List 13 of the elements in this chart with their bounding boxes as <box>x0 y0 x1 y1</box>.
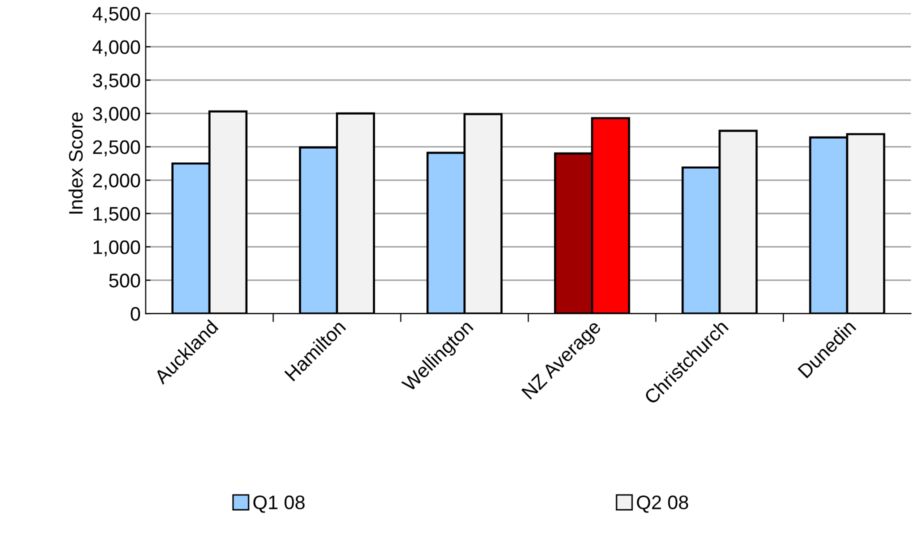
legend-label: Q1 08 <box>253 496 305 513</box>
y-tick-label: 1,000 <box>94 240 140 256</box>
legend-label: Q2 08 <box>636 496 688 513</box>
y-tick-label: 3,500 <box>92 74 140 90</box>
y-tick-label: 2,000 <box>93 174 140 190</box>
y-axis-title: Index Score <box>68 112 83 214</box>
y-tick-label: 1,500 <box>94 206 140 224</box>
y-tick-label: 4,000 <box>92 40 140 56</box>
y-tick-label: 3,000 <box>92 106 140 123</box>
y-tick-label: 500 <box>109 274 140 288</box>
y-tick-label: 2,500 <box>93 140 140 156</box>
y-tick-label: 0 <box>130 307 140 321</box>
y-tick-label: 4,500 <box>92 6 140 23</box>
